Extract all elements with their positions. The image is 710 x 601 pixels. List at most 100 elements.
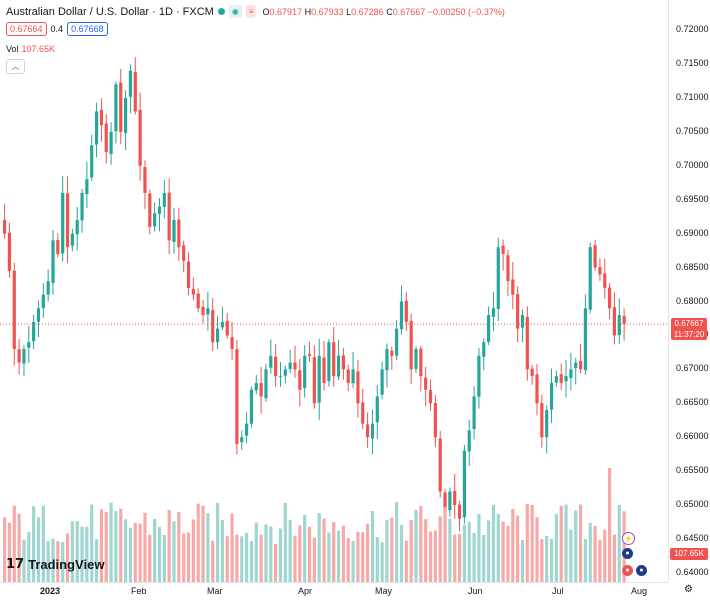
candle-body bbox=[124, 97, 128, 133]
candle-body bbox=[85, 179, 89, 194]
volume-bar bbox=[46, 540, 50, 582]
candle-body bbox=[622, 315, 626, 324]
country-event-icon[interactable]: ● bbox=[622, 548, 633, 559]
volume-bar bbox=[104, 511, 108, 582]
candle-body bbox=[520, 315, 525, 328]
x-tick-label: 2023 bbox=[40, 586, 61, 596]
visibility-toggle[interactable]: ◉ bbox=[228, 5, 242, 18]
symbol-title[interactable]: Australian Dollar / U.S. Dollar · 1D · F… bbox=[6, 5, 214, 18]
volume-bar bbox=[554, 514, 558, 582]
high-label: H bbox=[304, 6, 312, 17]
candle-body bbox=[487, 315, 491, 342]
volume-bar bbox=[419, 505, 423, 582]
volume-bar bbox=[288, 519, 292, 582]
volume-bar bbox=[583, 539, 587, 582]
volume-bar bbox=[496, 513, 500, 582]
candle-body bbox=[482, 342, 486, 357]
candle-body bbox=[593, 245, 597, 268]
candle-body bbox=[617, 315, 621, 336]
volume-bar bbox=[172, 521, 176, 582]
economic-events-icon-2[interactable]: ● bbox=[636, 565, 647, 576]
candle-body bbox=[75, 220, 79, 235]
volume-bar bbox=[540, 539, 544, 582]
y-tick-label: 0.68500 bbox=[676, 261, 709, 272]
volume-bar bbox=[545, 535, 549, 582]
volume-bar bbox=[462, 524, 466, 582]
candle-body bbox=[414, 349, 418, 369]
volume-bar bbox=[201, 505, 205, 582]
replay-toggle[interactable]: ≡ bbox=[245, 5, 257, 18]
dividend-event-icon[interactable]: ⚡ bbox=[622, 532, 635, 545]
volume-bar bbox=[75, 521, 79, 582]
collapse-legend-button[interactable]: ︿ bbox=[6, 59, 25, 74]
candle-body bbox=[385, 349, 389, 371]
volume-bar bbox=[341, 525, 345, 582]
tradingview-logo[interactable]: 17 TradingView bbox=[6, 557, 104, 572]
candle-body bbox=[549, 382, 554, 410]
time-axis[interactable]: 2023 Feb Mar Apr May Jun Jul Aug bbox=[0, 582, 668, 601]
candle-body bbox=[65, 193, 70, 248]
candle-body bbox=[220, 321, 224, 328]
candle-body bbox=[501, 245, 505, 254]
volume-bar bbox=[520, 540, 525, 582]
volume-bar bbox=[569, 529, 573, 582]
volume-bar bbox=[177, 511, 181, 582]
candle-body bbox=[94, 111, 99, 145]
candle-body bbox=[70, 233, 74, 246]
volume-bar bbox=[380, 542, 384, 582]
volume-bar bbox=[235, 534, 239, 582]
volume-bar bbox=[312, 537, 316, 582]
buy-price-button[interactable]: 0.67668 bbox=[67, 22, 108, 36]
candle-body bbox=[404, 300, 408, 322]
candlestick-chart[interactable] bbox=[0, 0, 668, 582]
volume-value: 107.65K bbox=[21, 44, 56, 54]
last-price-tag: 0.67667 11:37:20 bbox=[671, 318, 707, 340]
volume-bar bbox=[385, 520, 389, 582]
candle-body bbox=[240, 437, 244, 443]
volume-bar bbox=[366, 523, 370, 582]
volume-bar bbox=[12, 505, 16, 582]
volume-bar bbox=[298, 525, 302, 582]
volume-bar bbox=[332, 521, 336, 582]
candle-body bbox=[119, 82, 123, 132]
candle-body bbox=[22, 349, 26, 364]
volume-bar bbox=[487, 520, 491, 582]
candle-body bbox=[7, 232, 12, 271]
volume-bar bbox=[530, 504, 534, 582]
candle-body bbox=[361, 402, 365, 424]
economic-events-icon[interactable]: ● bbox=[622, 565, 633, 576]
volume-bar bbox=[99, 509, 103, 582]
volume-bar bbox=[61, 541, 65, 582]
open-value: 0.67917 bbox=[269, 6, 303, 17]
sell-price-button[interactable]: 0.67664 bbox=[6, 22, 47, 36]
candle-body bbox=[375, 396, 379, 423]
volume-bar bbox=[138, 523, 142, 582]
volume-label[interactable]: Vol bbox=[6, 44, 19, 54]
candle-body bbox=[380, 369, 384, 395]
y-tick-label: 0.66000 bbox=[676, 431, 709, 442]
candle-body bbox=[157, 206, 162, 214]
symbol-legend: Australian Dollar / U.S. Dollar · 1D · F… bbox=[6, 5, 505, 18]
price-axis[interactable]: 0.72000 0.71500 0.71000 0.70500 0.70000 0.695… bbox=[668, 0, 710, 582]
volume-bar bbox=[525, 503, 529, 582]
x-tick-label: Mar bbox=[207, 586, 223, 596]
candle-body bbox=[332, 342, 336, 377]
candle-body bbox=[336, 355, 341, 377]
candle-body bbox=[182, 245, 186, 261]
candle-body bbox=[264, 369, 268, 399]
volume-bar bbox=[535, 517, 539, 582]
candle-body bbox=[41, 294, 45, 309]
chart-area[interactable] bbox=[0, 0, 668, 582]
volume-bar bbox=[399, 525, 404, 582]
candle-body bbox=[104, 123, 108, 153]
volume-bar bbox=[274, 543, 278, 582]
candle-body bbox=[254, 382, 258, 391]
candle-body bbox=[462, 450, 466, 518]
settings-icon[interactable]: ⚙ bbox=[684, 584, 693, 595]
volume-bar bbox=[608, 468, 612, 582]
candle-body bbox=[351, 369, 355, 384]
high-value: 0.67933 bbox=[311, 6, 344, 17]
spread-value: 0.4 bbox=[50, 24, 64, 34]
candle-body bbox=[99, 109, 103, 126]
candle-body bbox=[516, 294, 520, 329]
